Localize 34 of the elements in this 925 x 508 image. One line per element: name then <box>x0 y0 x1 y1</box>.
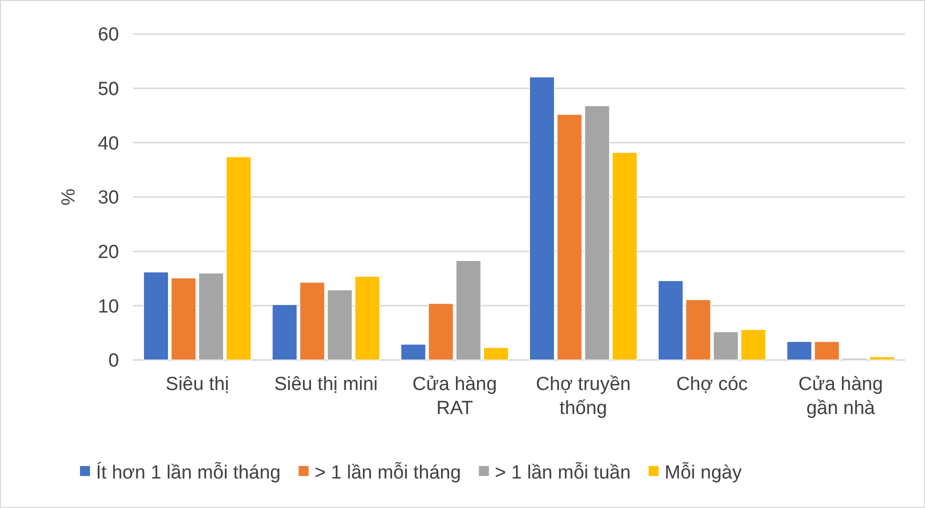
x-tick-label: Chợ truyền thống <box>536 374 631 419</box>
bar <box>400 344 426 360</box>
x-tick-label: Siêu thị <box>166 374 230 395</box>
x-tick-label: Chợ cóc <box>676 374 748 395</box>
y-tick-label: 0 <box>108 350 119 372</box>
bar <box>786 341 812 360</box>
bar <box>685 299 712 360</box>
y-tick-label: 60 <box>98 24 119 46</box>
y-tick-label: 40 <box>98 133 119 154</box>
y-tick-label: 30 <box>98 188 119 209</box>
y-tick-label: 50 <box>98 78 119 100</box>
bar <box>658 280 684 360</box>
bar <box>612 152 638 360</box>
bar <box>584 105 610 360</box>
x-tick-label: Cửa hàng gần nhà <box>798 374 883 419</box>
x-tick-label: Cửa hàng RAT <box>412 374 497 419</box>
legend-label: Ít hơn 1 lần mỗi tháng <box>96 462 281 484</box>
legend-label: > 1 lần mỗi tuần <box>494 462 631 484</box>
bar <box>354 276 380 360</box>
y-axis-title: % <box>58 188 80 206</box>
y-tick-label: 20 <box>98 242 119 263</box>
bar <box>740 329 766 360</box>
bar <box>272 304 298 360</box>
bar <box>326 290 353 360</box>
x-tick-label: Siêu thị mini <box>274 374 378 395</box>
legend-label: Mỗi ngày <box>664 462 742 484</box>
bar <box>198 272 224 360</box>
bar <box>814 341 840 360</box>
bar <box>712 331 739 360</box>
bar <box>428 303 454 360</box>
y-tick-label: 10 <box>98 296 119 318</box>
bar <box>299 282 326 360</box>
legend-label: > 1 lần mỗi tháng <box>314 462 461 484</box>
bar <box>226 156 252 360</box>
